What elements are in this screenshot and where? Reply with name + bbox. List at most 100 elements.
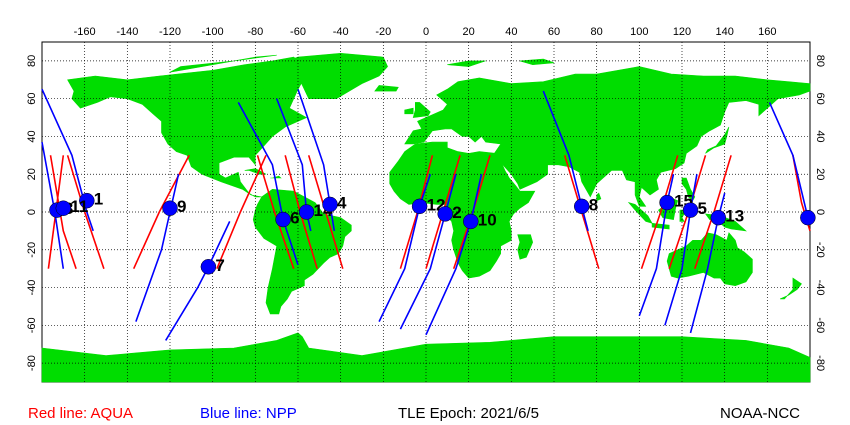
marker-label: 9 <box>177 197 186 216</box>
y-tick-label-left: -60 <box>26 317 38 333</box>
satellite-position-marker <box>275 211 291 228</box>
satellite-position-marker <box>463 213 479 230</box>
aqua-track-line <box>307 155 344 269</box>
satellite-position-marker <box>682 202 699 218</box>
marker-label: 1 <box>94 190 103 209</box>
land-polygon <box>404 107 414 115</box>
aqua-track-line <box>66 155 105 269</box>
y-tick-label-right: 40 <box>814 130 826 142</box>
land-polygon <box>519 58 555 66</box>
land-polygon <box>169 54 277 73</box>
y-tick-label-left: 20 <box>26 168 38 180</box>
x-tick-label-top: -60 <box>290 26 306 38</box>
satellite-position-marker <box>411 198 428 215</box>
satellite-position-marker <box>800 209 816 226</box>
npp-track-line <box>237 102 299 266</box>
marker-label: 6 <box>290 209 299 228</box>
axis-ticks: -160 -140 -120 -100 -80 -60 -40 -20 0 20 40 60 80 100… <box>26 26 826 371</box>
land-polygon <box>779 277 802 300</box>
marker-label: 13 <box>725 207 744 226</box>
satellite-position-marker <box>710 209 727 226</box>
y-tick-label-left: 0 <box>26 209 38 215</box>
land-polygon <box>412 102 431 118</box>
legend-aqua: Red line: AQUA <box>28 405 134 422</box>
marker-label: 10 <box>478 210 497 229</box>
x-tick-label-top: 40 <box>505 26 517 38</box>
y-tick-label-right: -80 <box>814 355 826 371</box>
satellite-position-marker <box>659 194 675 211</box>
y-tick-label-left: -20 <box>26 242 38 258</box>
npp-track-line <box>399 173 457 330</box>
marker-label: 11 <box>70 197 88 216</box>
map-grid <box>42 42 810 382</box>
satellite-position-marker <box>162 200 178 216</box>
aqua-track-line <box>49 155 77 269</box>
satellite-position-marker <box>55 200 72 216</box>
tle-epoch-label: TLE Epoch: 2021/6/5 <box>398 405 539 422</box>
y-tick-label-right: 0 <box>814 209 826 215</box>
npp-track-line <box>689 192 726 334</box>
marker-label: 4 <box>337 193 347 212</box>
land-polygon <box>705 126 730 154</box>
y-tick-label-right: 80 <box>814 55 826 67</box>
x-tick-label-top: 0 <box>423 26 429 38</box>
noaa-credit: NOAA-NCC <box>720 405 801 422</box>
x-tick-label-top: 120 <box>673 26 691 38</box>
aqua-track-line <box>256 155 295 269</box>
npp-track-line <box>275 98 312 232</box>
satellite-position-marker <box>437 206 453 222</box>
npp-track-line <box>638 174 675 317</box>
aqua-track-line <box>640 155 679 269</box>
land-polygon <box>596 192 602 202</box>
npp-track-line <box>664 174 698 326</box>
npp-track-line <box>41 88 94 232</box>
x-tick-label-top: 80 <box>591 26 603 38</box>
orbit-tracks <box>41 88 811 341</box>
y-tick-label-left: 80 <box>26 55 38 67</box>
satellite-position-marker <box>79 192 95 209</box>
satellite-position-marker <box>322 196 338 213</box>
land-masses <box>41 52 811 383</box>
land-polygon <box>517 234 534 260</box>
aqua-track-line <box>216 154 267 270</box>
x-tick-label-top: -160 <box>74 26 96 38</box>
x-tick-label-top: 60 <box>548 26 560 38</box>
npp-track-line <box>542 90 589 232</box>
marker-label: 5 <box>698 199 707 218</box>
land-polygon <box>447 60 486 67</box>
y-tick-label-left: -40 <box>26 280 38 296</box>
x-tick-label-top: -120 <box>159 26 181 38</box>
satellite-position-marker <box>573 198 590 215</box>
x-tick-label-top: -100 <box>202 26 224 38</box>
land-polygon <box>270 175 282 179</box>
npp-track-line <box>425 174 483 336</box>
legend-npp: Blue line: NPP <box>200 405 297 422</box>
x-tick-label-top: -140 <box>116 26 138 38</box>
y-tick-label-left: 40 <box>26 130 38 142</box>
x-tick-label-top: 160 <box>758 26 776 38</box>
npp-track-line <box>768 102 809 218</box>
npp-track-line <box>135 174 180 322</box>
marker-label: 7 <box>215 256 224 275</box>
npp-track-line <box>165 221 231 341</box>
y-tick-label-right: -60 <box>814 317 826 333</box>
npp-track-line <box>378 173 432 322</box>
x-tick-label-top: -80 <box>247 26 263 38</box>
y-tick-label-right: -40 <box>814 280 826 296</box>
y-tick-label-right: 20 <box>814 168 826 180</box>
land-polygon <box>374 85 399 92</box>
x-tick-label-top: -40 <box>333 26 349 38</box>
satellite-position-marker <box>200 259 217 275</box>
x-tick-label-top: -20 <box>375 26 391 38</box>
land-polygon <box>222 73 278 96</box>
y-tick-label-right: 60 <box>814 93 826 105</box>
x-tick-label-top: 20 <box>463 26 475 38</box>
y-tick-label-left: 60 <box>26 93 38 105</box>
y-tick-label-left: -80 <box>26 355 38 371</box>
marker-label: 2 <box>452 203 461 222</box>
npp-track-line <box>297 88 336 232</box>
marker-label: 8 <box>589 195 598 214</box>
satellite-markers: 131197614412210815513 <box>49 190 816 275</box>
